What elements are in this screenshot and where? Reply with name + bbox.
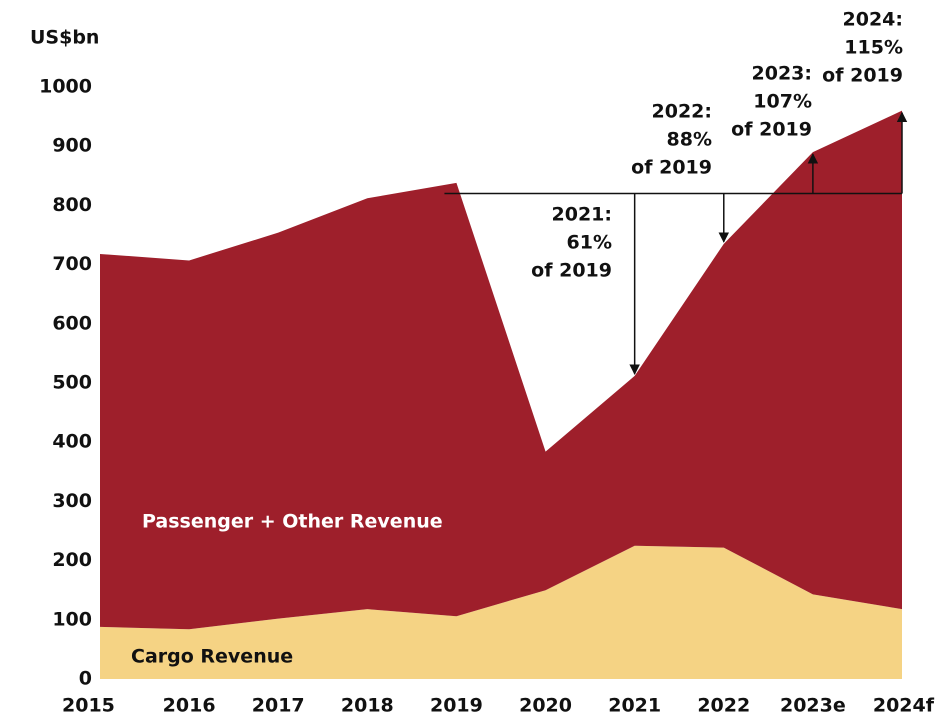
x-tick-label: 2018 — [341, 695, 394, 717]
x-tick-label: 2022 — [697, 695, 750, 717]
y-axis-label: US$bn — [30, 27, 99, 49]
x-tick-label: 2020 — [519, 695, 572, 717]
annotation-text: 61% — [567, 232, 612, 254]
annotation-text: 2022: — [652, 101, 712, 123]
y-tick-label: 900 — [52, 135, 92, 157]
x-tick-label: 2023e — [780, 695, 846, 717]
area — [100, 545, 902, 679]
annotation-text: 2024: — [843, 9, 903, 31]
annotation-text: of 2019 — [731, 119, 812, 141]
y-tick-label: 1000 — [39, 76, 92, 98]
area — [100, 110, 902, 630]
x-tick-label: 2015 — [62, 695, 115, 717]
y-tick-label: 300 — [52, 490, 92, 512]
x-tick-label: 2019 — [430, 695, 483, 717]
y-tick-label: 400 — [52, 431, 92, 453]
series-label: Cargo Revenue — [131, 646, 293, 668]
y-tick-label: 600 — [52, 312, 92, 334]
x-tick-label: 2016 — [163, 695, 216, 717]
series-label: Passenger + Other Revenue — [142, 511, 443, 533]
x-tick-label: 2017 — [252, 695, 305, 717]
annotation-text: of 2019 — [631, 157, 712, 179]
annotation-text: 115% — [844, 37, 903, 59]
x-tick-label: 2021 — [608, 695, 661, 717]
annotation-text: 88% — [667, 129, 712, 151]
x-tick-label: 2024f — [873, 695, 935, 717]
y-tick-label: 700 — [52, 253, 92, 275]
annotation-text: of 2019 — [822, 65, 903, 87]
y-tick-label: 800 — [52, 194, 92, 216]
annotation-text: 2021: — [552, 204, 612, 226]
annotation-text: of 2019 — [531, 260, 612, 282]
y-tick-label: 200 — [52, 549, 92, 571]
annotation-text: 107% — [753, 91, 812, 113]
y-tick-label: 500 — [52, 372, 92, 394]
y-tick-label: 100 — [52, 608, 92, 630]
annotation-text: 2023: — [752, 63, 812, 85]
y-tick-label: 0 — [79, 668, 92, 690]
